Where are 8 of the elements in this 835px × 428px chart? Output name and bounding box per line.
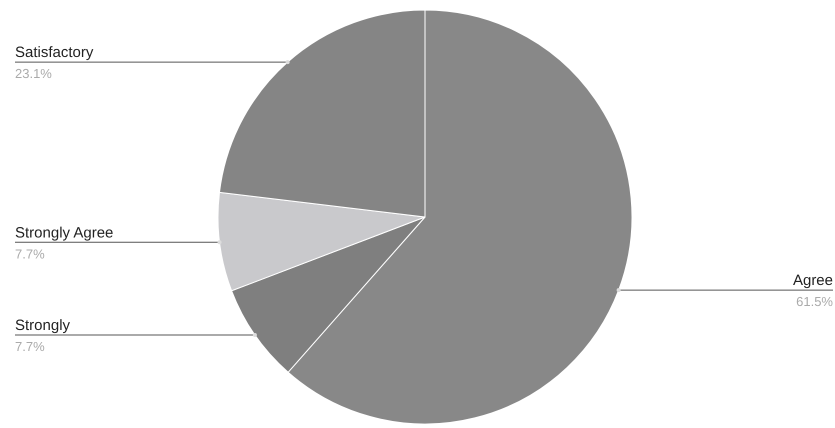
slice-label: Strongly bbox=[15, 316, 71, 334]
data-label: 7.7% bbox=[15, 246, 46, 262]
data-label: 61.5% bbox=[796, 294, 834, 310]
data-label: 7.7% bbox=[15, 338, 46, 354]
data-label: 23.1% bbox=[15, 66, 52, 82]
slice-label: Agree bbox=[792, 272, 833, 290]
slice-label: Satisfactory bbox=[15, 44, 94, 62]
slice-label: Strongly Agree bbox=[15, 224, 114, 242]
